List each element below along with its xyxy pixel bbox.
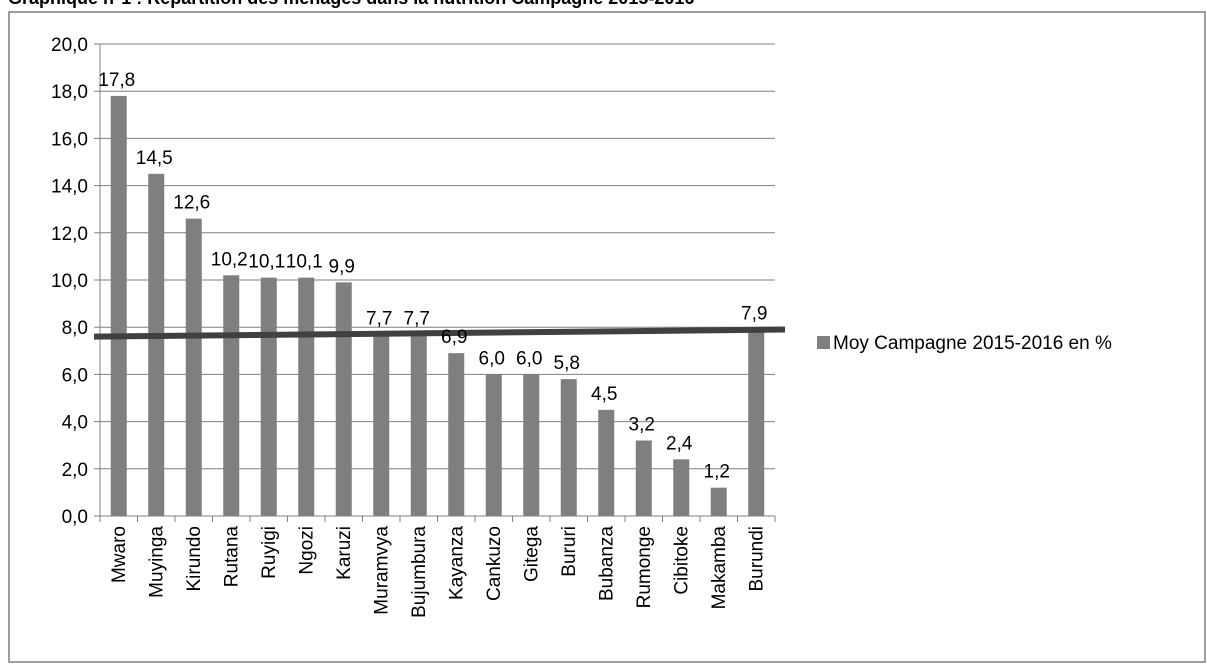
data-label: 14,5	[136, 148, 173, 169]
category-label: Bururi	[559, 526, 580, 577]
bar	[673, 459, 690, 516]
data-label: 6,0	[479, 348, 505, 369]
y-tick-label: 12,0	[51, 224, 88, 245]
data-label: 7,9	[741, 304, 767, 325]
data-label: 6,0	[516, 348, 542, 369]
legend-swatch	[817, 336, 830, 349]
data-label: 3,2	[629, 414, 655, 435]
data-label: 12,6	[173, 193, 210, 214]
data-label: 7,7	[366, 308, 392, 329]
category-label: Gitega	[521, 526, 542, 582]
y-tick-label: 4,0	[62, 413, 88, 434]
bar	[635, 440, 652, 516]
category-label: Kayanza	[446, 526, 467, 600]
category-labels: Mwaro Muyinga Kirundo Rutana Ruyigi Ngozi Karu…	[109, 526, 768, 618]
bar	[560, 379, 577, 516]
bar	[523, 374, 540, 516]
trendline	[93, 326, 786, 340]
bar	[260, 277, 277, 516]
bar	[110, 95, 127, 517]
grid	[100, 43, 775, 470]
data-label: 4,5	[591, 384, 617, 405]
category-label: Kirundo	[184, 526, 205, 592]
y-tick-label: 18,0	[51, 82, 88, 103]
x-axis	[99, 515, 776, 522]
legend: Moy Campagne 2015-2016 en %	[817, 333, 1112, 354]
data-label: 17,8	[98, 70, 135, 91]
data-label: 2,4	[666, 433, 693, 454]
data-label: 7,7	[404, 308, 430, 329]
bar	[185, 218, 202, 516]
category-label: Muyinga	[146, 526, 167, 598]
chart-title: Graphique n°1 : Répartition des ménages …	[8, 0, 694, 8]
bar	[298, 277, 315, 516]
data-label: 9,9	[329, 256, 355, 277]
category-label: Burundi	[746, 526, 767, 592]
y-tick-label: 8,0	[62, 318, 88, 339]
category-label: Bujumbura	[409, 526, 430, 618]
data-label: 10,2	[211, 249, 248, 270]
data-label: 5,8	[554, 353, 580, 374]
y-tick-label: 10,0	[51, 271, 88, 292]
bar	[710, 487, 727, 516]
y-tick-label: 2,0	[62, 460, 88, 481]
y-tick-label: 0,0	[62, 507, 88, 528]
bar	[373, 334, 390, 516]
category-label: Karuzi	[334, 526, 355, 580]
category-label: Mwaro	[109, 526, 130, 583]
category-label: Cankuzo	[484, 526, 505, 601]
data-label: 10,1	[286, 252, 323, 273]
chart-title-area: Graphique n°1 : Répartition des ménages …	[8, 0, 694, 8]
category-label: Muramvya	[371, 526, 392, 615]
data-labels: 17,814,512,610,2 10,1 10,1 9,97,7 7,76,96,0 6…	[98, 70, 767, 483]
y-tick-label: 16,0	[51, 129, 88, 150]
category-label: Ngozi	[296, 526, 317, 575]
y-tick-label: 6,0	[62, 365, 88, 386]
trendline-group	[93, 326, 786, 340]
category-label: Makamba	[709, 526, 730, 610]
y-tick-label: 20,0	[51, 35, 88, 56]
bar	[448, 353, 465, 516]
category-label: Rumonge	[634, 526, 655, 608]
bar	[335, 282, 352, 516]
bar	[223, 275, 240, 516]
y-tick-label: 14,0	[51, 177, 88, 198]
data-label: 10,1	[248, 252, 285, 273]
category-label: Cibitoke	[671, 526, 692, 595]
bar	[148, 173, 165, 517]
category-label: Rutana	[221, 526, 242, 588]
y-axis: 0,0 2,0 4,0 6,0 8,0 10,0 12,0 14,0 16,0 18,0 20,0	[51, 35, 101, 528]
category-label: Bubanza	[596, 526, 617, 601]
bar	[485, 374, 502, 516]
category-label: Ruyigi	[259, 526, 280, 579]
bar	[598, 409, 615, 516]
data-label: 1,2	[704, 462, 730, 483]
data-label: 6,9	[441, 327, 467, 348]
bar	[410, 334, 427, 516]
bar	[748, 329, 765, 516]
legend-label: Moy Campagne 2015-2016 en %	[833, 333, 1112, 354]
